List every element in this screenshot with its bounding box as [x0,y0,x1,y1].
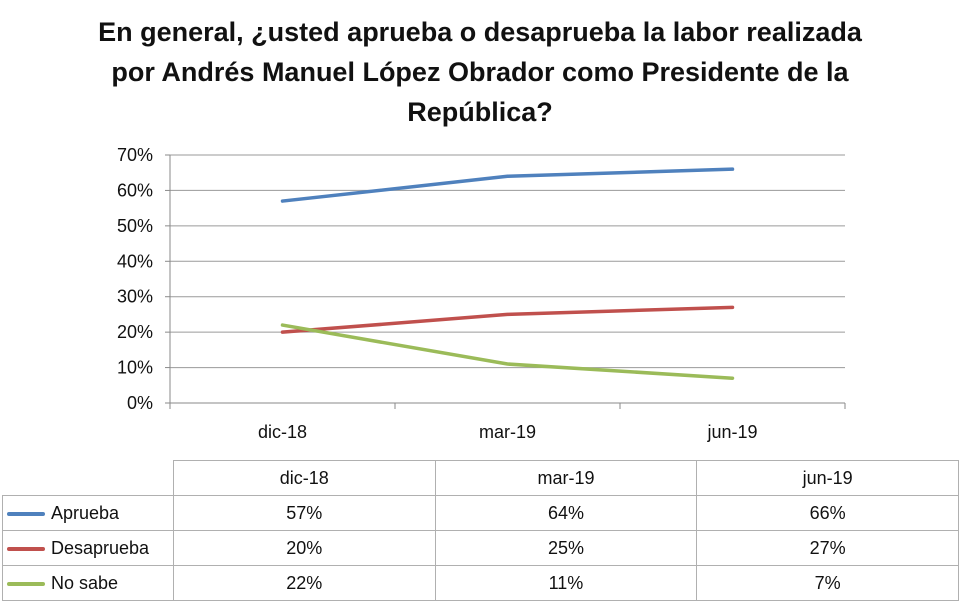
y-tick-label-30: 30% [117,287,153,307]
title-line-1: En general, ¿usted aprueba o desaprueba … [98,17,862,47]
y-tick-label-0: 0% [127,393,153,413]
table-row-desaprueba: Desaprueba 20% 25% 27% [2,530,959,566]
title-line-2: por Andrés Manuel López Obrador como Pre… [111,57,849,87]
legend-label-no-sabe: No sabe [51,572,119,593]
legend-label-aprueba: Aprueba [51,502,120,523]
cell-desaprueba-mar-19: 25% [434,530,698,566]
table-row-aprueba: Aprueba 57% 64% 66% [2,495,959,531]
y-tick-label-10: 10% [117,358,153,378]
cell-aprueba-dic-18: 57% [172,495,436,531]
y-tick-label-70: 70% [117,145,153,165]
x-tick-label-mar-19: mar-19 [479,422,536,442]
legend-key-no-sabe [7,581,45,586]
table-row-no-sabe: No sabe 22% 11% 7% [2,565,959,601]
data-table: dic-18 mar-19 jun-19 Aprueba 57% 64% 66%… [2,460,959,601]
series-line-desaprueba [280,305,735,334]
series-line-aprueba [280,167,735,203]
cell-no-sabe-mar-19: 11% [434,565,698,601]
axes [165,154,846,409]
cell-aprueba-jun-19: 66% [696,495,959,531]
legend-desaprueba: Desaprueba [2,530,174,566]
legend-no-sabe: No sabe [2,565,174,601]
series-line-no-sabe [280,323,735,380]
gridlines [170,154,845,369]
x-tick-labels: dic-18 mar-19 jun-19 [258,422,758,442]
table-header-mar-19: mar-19 [434,460,698,496]
cell-no-sabe-dic-18: 22% [172,565,436,601]
cell-desaprueba-dic-18: 20% [172,530,436,566]
y-tick-label-40: 40% [117,251,153,271]
cell-aprueba-mar-19: 64% [434,495,698,531]
table-header-jun-19: jun-19 [696,460,959,496]
y-tick-label-20: 20% [117,322,153,342]
y-tick-label-60: 60% [117,180,153,200]
cell-no-sabe-jun-19: 7% [696,565,959,601]
legend-label-desaprueba: Desaprueba [51,537,150,558]
legend-key-aprueba [7,511,45,516]
chart-title: En general, ¿usted aprueba o desaprueba … [40,12,920,132]
legend-aprueba: Aprueba [2,495,174,531]
y-tick-labels: 0% 10% 20% 30% 40% 50% 60% 70% [117,145,153,413]
table-corner [2,460,174,496]
legend-key-desaprueba [7,546,45,551]
table-header-dic-18: dic-18 [172,460,436,496]
x-tick-label-jun-19: jun-19 [706,422,757,442]
cell-desaprueba-jun-19: 27% [696,530,959,566]
y-tick-label-50: 50% [117,216,153,236]
title-line-3: República? [407,97,553,127]
series-lines [280,167,735,380]
x-tick-label-dic-18: dic-18 [258,422,307,442]
line-chart: 0% 10% 20% 30% 40% 50% 60% 70% dic-18 mar-19 jun-… [117,145,846,442]
table-header-row: dic-18 mar-19 jun-19 [2,460,959,496]
